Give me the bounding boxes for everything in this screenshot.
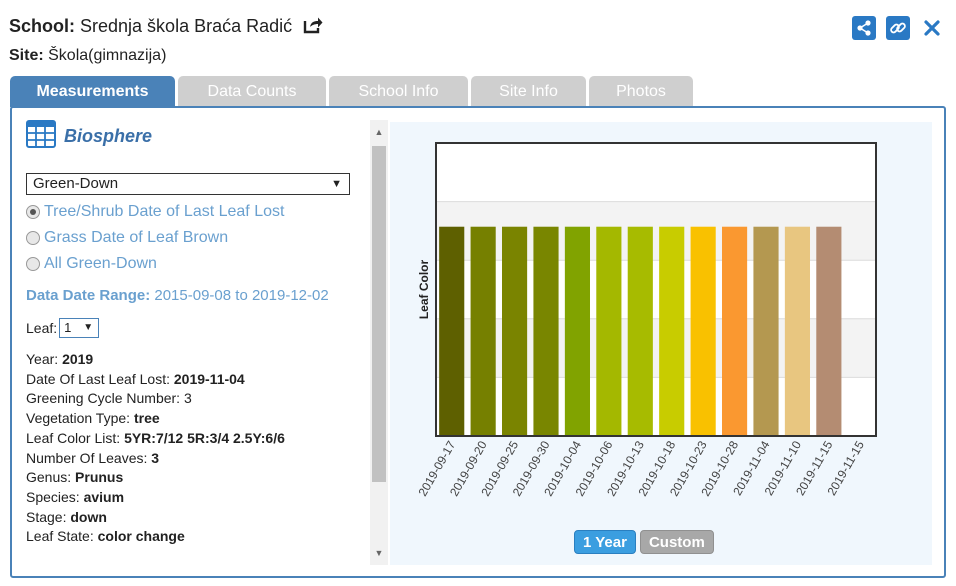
radio-button[interactable] (26, 231, 40, 245)
date-range-value: 2015-09-08 to 2019-12-02 (154, 287, 329, 304)
detail-label: Stage: (26, 508, 67, 525)
radio-button-selected[interactable] (26, 205, 40, 219)
detail-value: 5YR:7/12 5R:3/4 2.5Y:6/6 (124, 429, 285, 446)
detail-row: Number Of Leaves: 3 (26, 449, 366, 469)
scroll-up-icon[interactable]: ▲ (374, 127, 384, 137)
detail-row: Species: avium (26, 488, 366, 508)
school-title: School: Srednja škola Braća Radić (9, 16, 323, 39)
leaf-select[interactable]: 1 ▼ (59, 318, 100, 338)
tab-school-info[interactable]: School Info (329, 76, 468, 107)
plot-border (435, 142, 877, 437)
radio-tree-shrub[interactable]: Tree/Shrub Date of Last Leaf Lost (26, 203, 366, 221)
detail-row: Genus: Prunus (26, 468, 366, 488)
chart-bar (722, 226, 748, 436)
chart-bar (439, 226, 465, 436)
top-actions (852, 16, 944, 40)
date-range: Data Date Range: 2015-09-08 to 2019-12-0… (26, 287, 366, 304)
chart-bar (659, 226, 685, 436)
detail-label: Leaf State: (26, 528, 94, 545)
chart-bar (753, 226, 779, 436)
custom-range-button[interactable]: Custom (639, 530, 714, 554)
tab-data-counts[interactable]: Data Counts (178, 76, 326, 107)
external-link-icon[interactable] (303, 16, 323, 39)
scroll-down-icon[interactable]: ▼ (374, 548, 384, 558)
detail-value: 3 (183, 390, 192, 407)
detail-row: Leaf State: color change (26, 527, 366, 547)
detail-row: Year: 2019 (26, 350, 366, 370)
detail-label: Genus: (26, 469, 72, 486)
left-pane: Biosphere Green-Down ▼ Tree/Shrub Date o… (26, 120, 366, 565)
chart-bar (627, 226, 653, 436)
detail-label: Greening Cycle Number: (26, 390, 181, 407)
detail-value: tree (133, 410, 160, 427)
detail-value: 3 (151, 449, 160, 466)
school-name: Srednja škola Braća Radić (80, 16, 293, 36)
radio-grass[interactable]: Grass Date of Leaf Brown (26, 229, 366, 247)
detail-row: Vegetation Type: tree (26, 409, 366, 429)
detail-row: Stage: down (26, 508, 366, 528)
scrollbar-thumb[interactable] (372, 146, 386, 482)
chevron-down-icon: ▼ (331, 178, 342, 190)
site-label: Site: (9, 47, 44, 64)
details-list: Year: 2019 Date Of Last Leaf Lost: 2019-… (26, 350, 366, 547)
tab-site-info[interactable]: Site Info (471, 76, 586, 107)
detail-row: Leaf Color List: 5YR:7/12 5R:3/4 2.5Y:6/… (26, 429, 366, 449)
chart-area: 2019-09-17 2019-09-20 2019-09-25 2019-09-30… (390, 122, 932, 565)
link-icon[interactable] (886, 16, 910, 40)
chart-bar (470, 226, 496, 436)
left-pane-scrollbar[interactable]: ▲ ▼ (370, 120, 388, 565)
range-buttons: 1 Year Custom (574, 530, 714, 554)
detail-label: Vegetation Type: (26, 410, 131, 427)
leaf-selector-row: Leaf: 1 ▼ (26, 318, 366, 338)
leaf-select-value: 1 (64, 320, 72, 335)
share-icon[interactable] (852, 16, 876, 40)
y-axis-label: Leaf Color (417, 260, 431, 320)
leaf-color-chart: 2019-09-172019-09-202019-09-252019-09-30… (415, 142, 877, 499)
table-icon (26, 120, 56, 153)
radio-all-green-down[interactable]: All Green-Down (26, 255, 366, 273)
protocol-select-value: Green-Down (33, 175, 119, 192)
section-title: Biosphere (64, 126, 153, 146)
chart-bar (690, 226, 716, 436)
detail-label: Year: (26, 351, 59, 367)
site-line: Site: Škola(gimnazija) (9, 47, 166, 65)
chart-bar (596, 226, 622, 436)
tab-bar: Measurements Data Counts School Info Sit… (10, 76, 693, 107)
leaf-label: Leaf: (26, 320, 58, 336)
detail-value: avium (83, 488, 125, 505)
detail-label: Date Of Last Leaf Lost: (26, 370, 170, 387)
detail-row: Date Of Last Leaf Lost: 2019-11-04 (26, 370, 366, 390)
detail-value: 2019 (62, 351, 94, 367)
chart-bar (533, 226, 559, 436)
detail-label: Species: (26, 488, 80, 505)
chevron-down-icon: ▼ (83, 322, 94, 333)
section-header: Biosphere (26, 120, 366, 153)
radio-label: Tree/Shrub Date of Last Leaf Lost (44, 203, 285, 220)
close-icon[interactable] (920, 16, 944, 40)
chart-bar (564, 226, 590, 436)
chart-bar (816, 226, 842, 436)
detail-row: Greening Cycle Number: 3 (26, 389, 366, 409)
detail-value: down (70, 508, 107, 525)
school-label: School: (9, 16, 75, 36)
measurements-panel: Biosphere Green-Down ▼ Tree/Shrub Date o… (10, 106, 946, 578)
tab-measurements[interactable]: Measurements (10, 76, 175, 107)
detail-value: Prunus (75, 469, 124, 486)
radio-button[interactable] (26, 257, 40, 271)
detail-label: Number Of Leaves: (26, 449, 148, 466)
date-range-label: Data Date Range: (26, 287, 151, 304)
protocol-select[interactable]: Green-Down ▼ (26, 173, 350, 195)
chart-bar (784, 226, 810, 436)
chart-bar (502, 226, 528, 436)
detail-value: 2019-11-04 (173, 370, 245, 387)
tab-photos[interactable]: Photos (589, 76, 693, 107)
radio-label: Grass Date of Leaf Brown (44, 229, 229, 246)
site-name: Škola(gimnazija) (48, 47, 167, 64)
one-year-button[interactable]: 1 Year (574, 530, 636, 554)
detail-value: color change (97, 528, 185, 545)
detail-label: Leaf Color List: (26, 429, 121, 446)
radio-label: All Green-Down (44, 255, 157, 272)
